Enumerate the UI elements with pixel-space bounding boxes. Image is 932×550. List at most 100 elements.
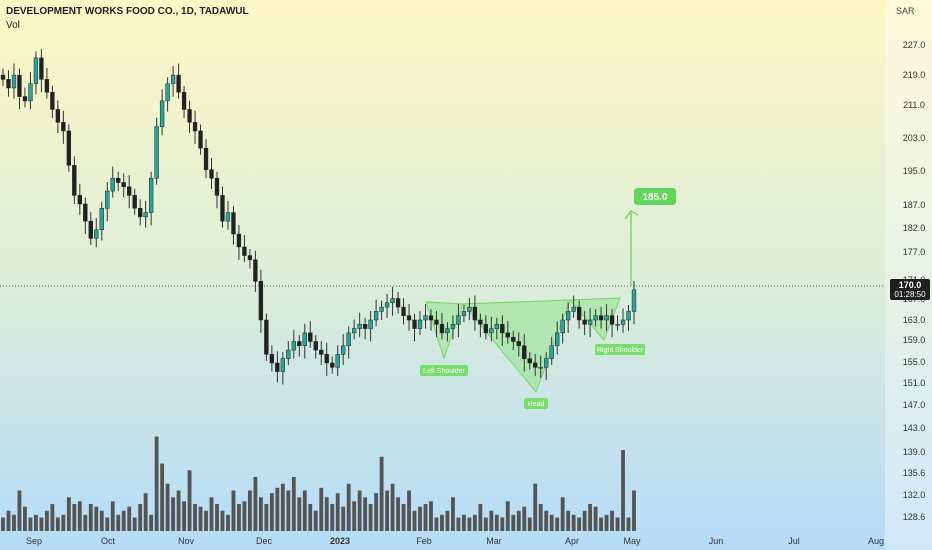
candle-body (6, 79, 11, 89)
price-tick-label: 139.0 (903, 447, 926, 457)
candle-body (538, 367, 543, 369)
candle-body (308, 332, 313, 342)
volume-bars (1, 436, 636, 531)
volume-bar (182, 501, 186, 531)
volume-bar (286, 490, 291, 531)
volume-bar (55, 517, 60, 531)
volume-bar (626, 517, 631, 531)
volume-bar (297, 497, 302, 531)
candle-body (72, 165, 77, 196)
candle-body (505, 332, 510, 338)
candle-body (423, 315, 428, 321)
candle-body (203, 147, 209, 170)
right-shoulder-label-box[interactable] (595, 344, 645, 355)
volume-bar (215, 504, 219, 531)
volume-bar (319, 487, 324, 531)
candle-body (467, 306, 472, 312)
candle-body (401, 306, 406, 316)
candle-body (313, 341, 318, 351)
candle-body (302, 332, 307, 347)
price-tick-label: 132.0 (903, 490, 926, 500)
volume-bar (66, 497, 71, 531)
candle-body (88, 220, 93, 239)
target-label-box[interactable] (634, 188, 676, 205)
volume-bar (544, 510, 549, 531)
time-axis: Sep Oct Nov Dec 2023 Feb Mar Apr May Jun Jul Aug (26, 536, 884, 546)
price-axis-panel[interactable] (885, 0, 932, 550)
candle-body (593, 315, 598, 321)
volume-bar (494, 514, 499, 531)
volume-bar (28, 517, 33, 531)
candle-body (330, 362, 335, 368)
candle-body (494, 324, 499, 329)
volume-bar (138, 504, 143, 531)
candle-body (77, 195, 82, 205)
volume-bar (379, 456, 384, 531)
volume-bar (599, 517, 603, 531)
candle-body (324, 354, 329, 364)
candles (0, 48, 637, 385)
volume-bar (83, 514, 88, 531)
candle-body (615, 324, 620, 326)
candle-body (439, 324, 445, 334)
volume-bar (390, 483, 395, 531)
target-arrow-head (624, 210, 639, 220)
volume-bar (237, 504, 241, 531)
candle-body (319, 349, 324, 355)
price-tick-label: 182.0 (903, 223, 926, 233)
candle-body (456, 315, 461, 325)
candle-body (99, 208, 104, 231)
candle-body (587, 319, 593, 325)
candle-body (362, 324, 368, 329)
volume-bar (434, 517, 439, 531)
price-tick-label: 219.0 (903, 70, 926, 80)
candle-body (0, 74, 6, 80)
volume-bar (269, 493, 274, 531)
candle-body (148, 177, 154, 213)
candle-body (22, 96, 28, 102)
candle-body (379, 306, 384, 312)
volume-bar (127, 506, 132, 531)
volume-bar (291, 477, 296, 531)
candle-body (445, 328, 450, 334)
candle-body (110, 177, 115, 192)
volume-bar (12, 514, 16, 531)
time-tick-label: Jun (709, 536, 724, 546)
candle-body (154, 126, 159, 179)
head-label-box[interactable] (524, 398, 548, 409)
volume-bar (50, 504, 55, 531)
candle-body (351, 328, 357, 334)
volume-bar (440, 514, 444, 531)
candle-body (341, 345, 346, 355)
candle-body (335, 354, 340, 368)
volume-bar (231, 490, 236, 531)
left-shoulder-label-box[interactable] (420, 365, 468, 376)
price-tick-label: 177.0 (903, 247, 926, 257)
time-tick-label: Dec (256, 536, 273, 546)
candle-body (604, 315, 609, 321)
time-tick-label: May (623, 536, 641, 546)
head-label: Head (528, 401, 545, 408)
volume-bar (451, 497, 455, 531)
candle-body (225, 212, 231, 222)
candle-body (631, 289, 637, 312)
candle-body (253, 259, 258, 282)
volume-bar (511, 514, 516, 531)
price-tick-label: 195.0 (903, 166, 926, 176)
volume-bar (99, 510, 104, 531)
candle-body (412, 319, 417, 329)
candle-body (395, 298, 401, 308)
volume-bar (352, 501, 357, 531)
volume-bar (160, 463, 165, 531)
volume-bar (247, 490, 252, 531)
candle-body (286, 349, 291, 359)
last-price-badge (890, 279, 930, 300)
price-tick-label: 227.0 (903, 40, 926, 50)
volume-bar (154, 436, 159, 531)
volume-bar (132, 517, 137, 531)
volume-bar (313, 510, 318, 531)
candle-body (571, 306, 576, 312)
volume-bar (467, 517, 472, 531)
volume-indicator-label: Vol (6, 20, 20, 31)
